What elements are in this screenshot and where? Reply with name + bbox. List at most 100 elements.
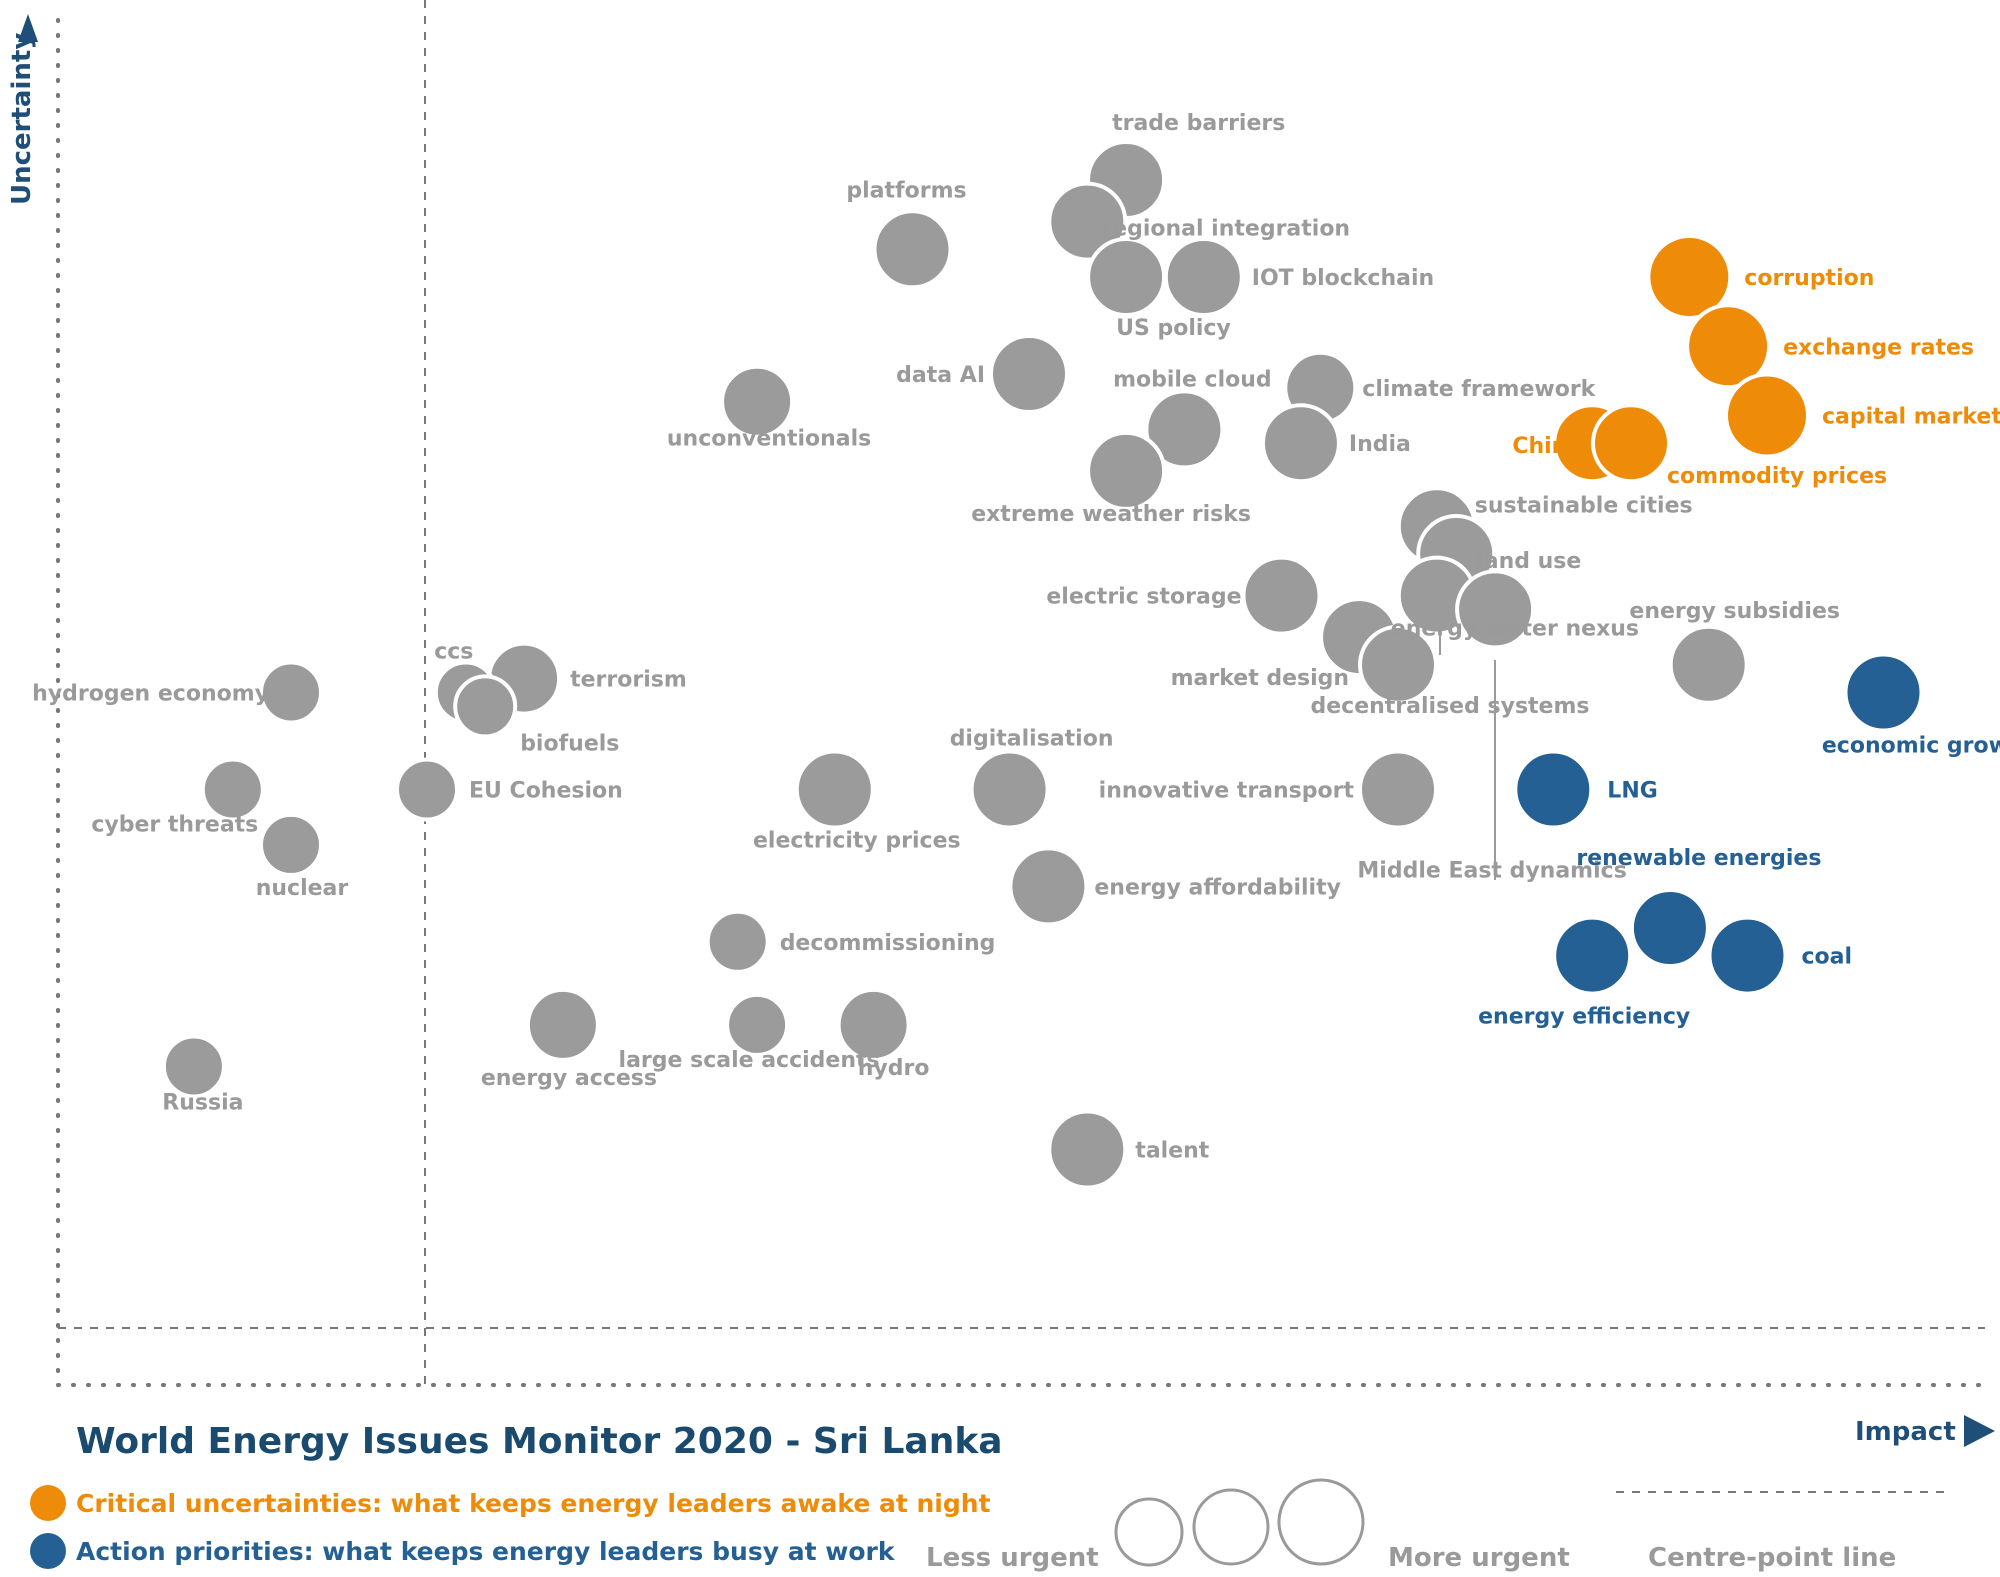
- label-energy-affordability: energy affordability: [1094, 875, 1341, 900]
- label-china: China: [1512, 434, 1582, 459]
- label-hydrogen-economy: hydrogen economy: [32, 682, 269, 707]
- point-electric-storage: [1241, 555, 1322, 636]
- label-large-scale-accidents: large scale accidents: [619, 1048, 880, 1073]
- point-data-ai: [989, 334, 1069, 414]
- label-russia: Russia: [162, 1091, 243, 1116]
- x-axis-arrow-icon: [1964, 1415, 1995, 1447]
- point-middle-east-dynamics: [1455, 569, 1536, 650]
- label-hydro: hydro: [858, 1056, 930, 1081]
- label-decommissioning: decommissioning: [780, 931, 996, 956]
- point-us-policy: [1086, 237, 1167, 317]
- label-mobile-cloud: mobile cloud: [1113, 367, 1272, 392]
- point-decommissioning: [705, 909, 770, 974]
- label-sustainable-cities: sustainable cities: [1475, 493, 1693, 518]
- point-capital-markets: [1724, 372, 1810, 459]
- point-talent: [1047, 1109, 1128, 1190]
- legend-size-small: [1114, 1497, 1184, 1567]
- point-innovative-transport: [1358, 749, 1438, 830]
- label-electricity-prices: electricity prices: [753, 829, 961, 854]
- point-biofuels: [453, 674, 518, 739]
- label-digitalisation: digitalisation: [950, 727, 1114, 752]
- label-eu-cohesion: EU Cohesion: [469, 779, 623, 804]
- label-energy-efficiency: energy efficiency: [1478, 1005, 1690, 1030]
- point-commodity-prices: [1591, 403, 1671, 484]
- label-commodity-prices: commodity prices: [1667, 464, 1887, 489]
- points-layer: [161, 140, 1924, 1190]
- point-coal: [1707, 915, 1788, 996]
- point-india: [1260, 403, 1341, 484]
- label-exchange-rates: exchange rates: [1783, 335, 1974, 360]
- point-renewable-energies: [1629, 888, 1710, 968]
- label-coal: coal: [1802, 945, 1853, 970]
- label-innovative-transport: innovative transport: [1099, 779, 1355, 804]
- label-energy-subsidies: energy subsidies: [1629, 599, 1840, 624]
- point-unconventionals: [720, 364, 795, 439]
- label-extreme-weather-risks: extreme weather risks: [971, 502, 1251, 527]
- point-mobile-cloud: [1144, 389, 1225, 470]
- label-corruption: corruption: [1744, 266, 1874, 291]
- label-biofuels: biofuels: [520, 731, 619, 756]
- point-regional-integration: [1047, 181, 1128, 262]
- legend-critical-text: Critical uncertainties: what keeps energ…: [76, 1489, 991, 1518]
- label-lng: LNG: [1607, 779, 1658, 804]
- label-climate-framework: climate framework: [1362, 377, 1596, 402]
- legend-size-large: [1277, 1478, 1365, 1566]
- label-platforms: platforms: [846, 178, 966, 203]
- point-electricity-prices: [794, 749, 875, 830]
- point-exchange-rates: [1685, 303, 1772, 390]
- y-axis-title: Uncertainty: [7, 33, 37, 205]
- point-energy-affordability: [1008, 846, 1089, 927]
- label-land-use: land use: [1476, 549, 1581, 574]
- point-energy-efficiency: [1552, 915, 1633, 996]
- label-us-policy: US policy: [1116, 316, 1231, 341]
- chart-title: World Energy Issues Monitor 2020 - Sri L…: [76, 1421, 1003, 1462]
- point-hydro: [836, 987, 911, 1062]
- label-data-ai: data AI: [896, 363, 985, 388]
- label-middle-east-dynamics: Middle East dynamics: [1357, 858, 1626, 883]
- legend-size-medium: [1192, 1488, 1270, 1566]
- legend-centre-line-text: Centre-point line: [1648, 1543, 1896, 1573]
- label-cyber-threats: cyber threats: [91, 813, 258, 838]
- x-axis-title: Impact: [1855, 1417, 1956, 1447]
- label-ccs: ccs: [434, 640, 473, 665]
- point-hydrogen-economy: [259, 660, 323, 725]
- y-axis-arrow-icon: [18, 14, 38, 42]
- label-unconventionals: unconventionals: [667, 427, 871, 452]
- label-market-design: market design: [1171, 666, 1349, 691]
- point-russia: [161, 1034, 226, 1099]
- label-trade-barriers: trade barriers: [1112, 111, 1285, 136]
- point-platforms: [872, 209, 953, 290]
- label-capital-markets: capital markets: [1822, 405, 2000, 430]
- point-extreme-weather-risks: [1086, 430, 1167, 511]
- label-economic-growth: economic growth: [1822, 734, 2000, 759]
- label-decentralised-systems: decentralised systems: [1311, 694, 1590, 719]
- labels-layer: trade barriers platforms regional integrat…: [32, 111, 2000, 1164]
- label-electric-storage: electric storage: [1046, 585, 1241, 610]
- point-large-scale-accidents: [725, 992, 790, 1057]
- label-iot-blockchain: IOT blockchain: [1252, 266, 1434, 291]
- point-nuclear: [259, 812, 323, 877]
- legend-more-urgent: More urgent: [1388, 1543, 1570, 1573]
- label-nuclear: nuclear: [256, 876, 349, 901]
- label-india: India: [1349, 432, 1411, 457]
- point-cyber-threats: [200, 757, 265, 822]
- label-renewable-energies: renewable energies: [1576, 846, 1821, 871]
- point-corruption: [1646, 234, 1733, 320]
- point-lng: [1513, 749, 1594, 830]
- legend-critical-dot: [30, 1485, 66, 1521]
- label-energy-water-nexus: energy-water nexus: [1391, 617, 1639, 642]
- point-eu-cohesion: [395, 757, 459, 822]
- point-economic-growth: [1843, 652, 1924, 733]
- point-energy-access: [525, 987, 600, 1062]
- label-energy-access: energy access: [481, 1066, 657, 1091]
- label-regional-integration: regional integration: [1101, 217, 1350, 242]
- legend-less-urgent: Less urgent: [926, 1543, 1099, 1573]
- point-energy-subsidies: [1668, 624, 1749, 705]
- legend-action-dot: [30, 1533, 66, 1569]
- point-iot-blockchain: [1163, 237, 1244, 317]
- label-terrorism: terrorism: [570, 668, 687, 693]
- legend-action-text: Action priorities: what keeps energy lea…: [76, 1537, 896, 1566]
- label-talent: talent: [1135, 1139, 1209, 1164]
- point-decentralised-systems: [1358, 624, 1438, 705]
